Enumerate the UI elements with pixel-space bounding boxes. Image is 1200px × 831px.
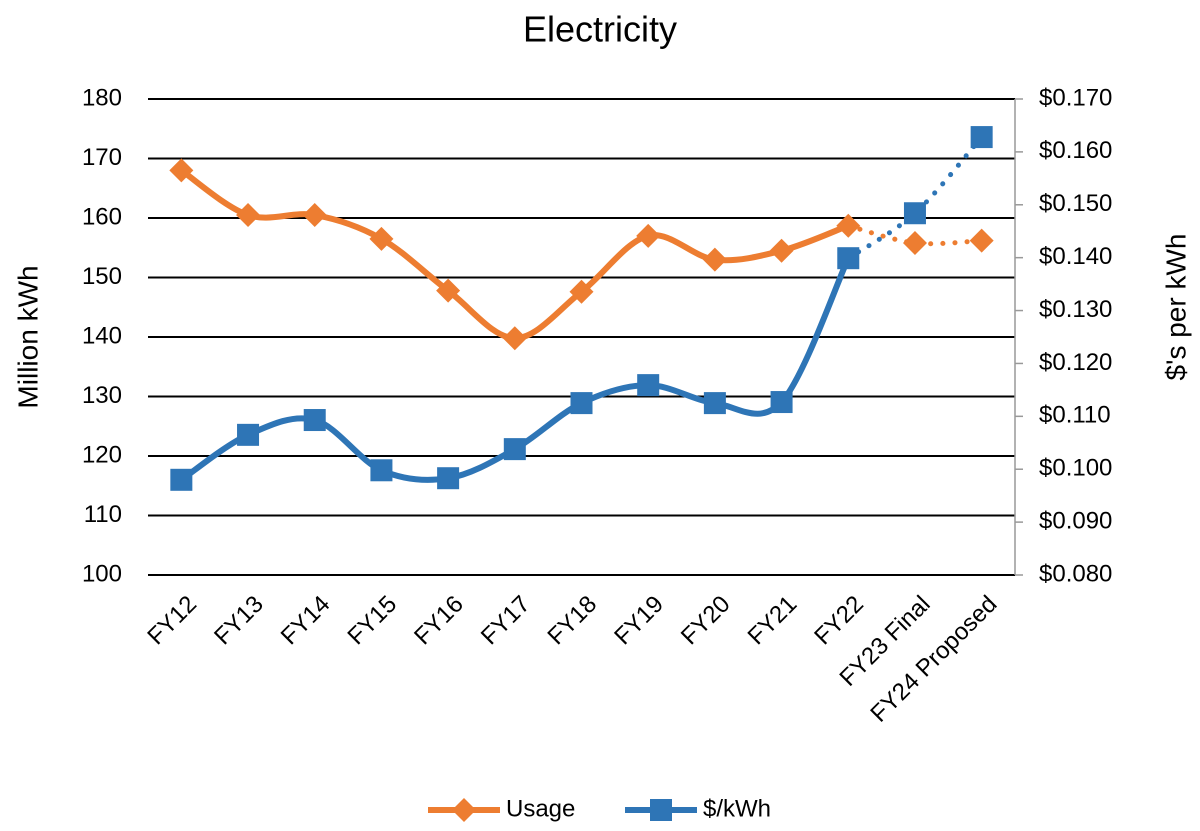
y2-tick-label: $0.100 [1039,455,1112,482]
y-tick-label: 180 [82,84,122,111]
data-point [636,223,661,248]
y-axis-label: Million kWh [12,265,43,408]
data-point [970,126,993,149]
x-tick-label: FY22 [809,591,869,651]
y2-tick-label: $0.150 [1039,190,1112,217]
y-tick-label: 140 [82,322,122,349]
data-point [702,247,727,272]
y2-tick-label: $0.170 [1039,84,1112,111]
data-point [303,409,326,432]
y-tick-label: 160 [82,203,122,230]
legend-marker [452,798,476,822]
x-tick-label: FY16 [409,591,469,651]
y2-tick-label: $0.130 [1039,296,1112,323]
data-point [969,228,994,253]
y2-tick-label: $0.080 [1039,560,1112,587]
data-point [237,423,260,446]
data-point [769,238,794,263]
chart-title: Electricity [523,9,677,50]
series-line [845,223,985,247]
data-point [903,202,926,225]
y2-tick-label: $0.120 [1039,349,1112,376]
y2-tick-label: $0.110 [1039,402,1111,429]
data-point [902,230,927,255]
y-tick-label: 150 [82,263,122,290]
data-point [637,374,660,397]
x-tick-label: FY20 [676,591,736,651]
data-point [770,391,793,414]
x-tick-label: FY14 [276,591,336,651]
x-tick-label: FY15 [342,591,402,651]
data-point [703,392,726,415]
data-point [437,467,460,490]
data-point [502,326,527,351]
data-point [236,203,261,228]
y2-tick-label: $0.090 [1039,507,1112,534]
y-tick-label: 110 [84,501,122,528]
y-tick-label: 100 [82,560,122,587]
legend-label: $/kWh [703,795,771,822]
data-point [169,158,194,183]
x-tick-label: FY17 [476,591,536,651]
y-tick-label: 120 [82,441,122,468]
data-point [370,459,393,482]
data-point [436,278,461,303]
y-tick-label: 170 [82,144,122,171]
x-tick-label: FY19 [609,591,669,651]
x-tick-label: FY13 [209,591,269,651]
data-point [170,468,193,491]
data-point [369,226,394,251]
legend-label: Usage [506,795,575,822]
y2-axis-label: $'s per kWh [1160,234,1191,381]
data-point [837,247,860,270]
x-tick-label: FY21 [743,591,803,651]
data-point [503,438,526,461]
y2-tick-label: $0.140 [1039,243,1112,270]
data-point [836,213,861,238]
y-tick-label: 130 [82,382,122,409]
data-point [570,392,593,415]
x-tick-label: FY12 [142,591,202,651]
series-line [178,167,852,342]
data-point [302,203,327,228]
y2-tick-label: $0.160 [1039,137,1112,164]
legend-marker [650,799,672,821]
data-point [569,279,594,304]
x-tick-label: FY18 [543,591,603,651]
